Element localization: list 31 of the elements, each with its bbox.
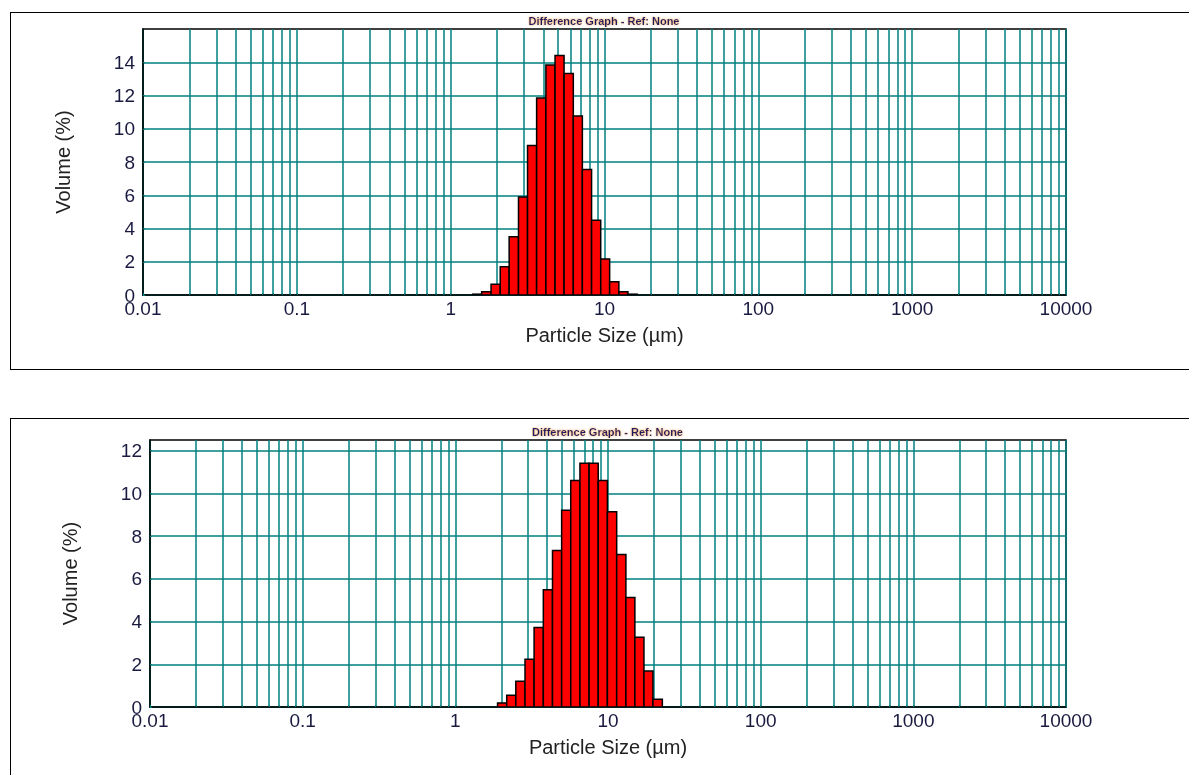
y-tick-label: 8 (131, 525, 142, 547)
x-tick-label: 1000 (891, 298, 934, 319)
x-tick-label: 0.1 (283, 298, 311, 319)
chart-title: Difference Graph - Ref: None (528, 14, 680, 27)
y-tick-label: 8 (124, 151, 135, 173)
y-tick-label: 10 (113, 118, 135, 140)
x-tick-label: 10000 (1039, 298, 1093, 319)
x-tick-label: 100 (744, 710, 777, 731)
x-tick-label: 0.1 (289, 710, 316, 731)
chart-title: Difference Graph - Ref: None (532, 425, 683, 438)
y-tick-label: 4 (131, 611, 143, 633)
x-tick-label: 1000 (892, 710, 935, 731)
y-tick-label: 6 (131, 568, 142, 590)
y-axis-title: Volume (%) (59, 521, 81, 626)
y-axis-title: Volume (%) (52, 110, 74, 214)
y-tick-label: 2 (131, 653, 142, 675)
x-tick-label: 1 (450, 710, 461, 731)
x-axis-title: Particle Size (µm) (525, 324, 684, 346)
y-tick-label: 4 (124, 218, 136, 239)
y-tick-label: 6 (124, 184, 135, 206)
x-tick-label: 10000 (1039, 710, 1093, 731)
y-tick-label: 12 (120, 440, 142, 462)
x-axis-title: Particle Size (µm) (528, 736, 688, 758)
x-tick-label: 1 (445, 298, 456, 319)
x-tick-label: 100 (742, 298, 775, 319)
y-tick-label: 14 (113, 51, 136, 73)
x-tick-label: 10 (593, 298, 616, 319)
y-tick-label: 12 (113, 85, 135, 106)
x-tick-label: 10 (597, 710, 619, 731)
y-tick-label: 2 (124, 251, 135, 273)
y-tick-label: 10 (120, 482, 142, 504)
